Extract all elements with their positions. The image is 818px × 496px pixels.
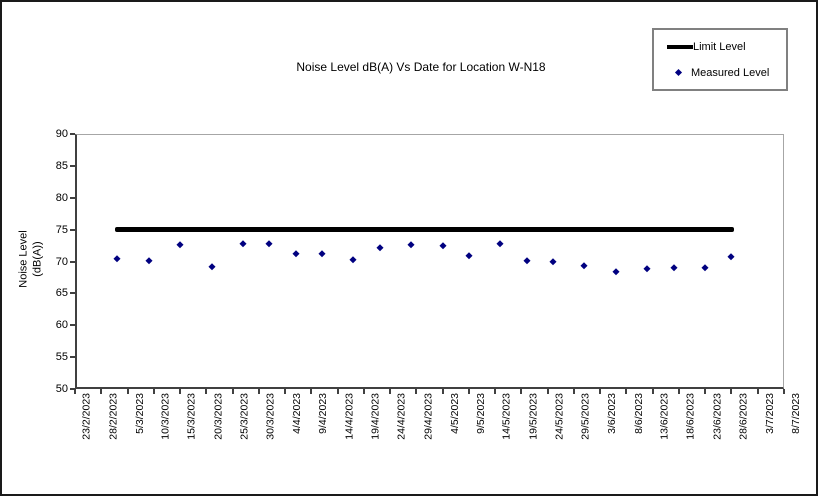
legend-label-limit-level: Limit Level bbox=[693, 40, 746, 53]
legend-item-limit-level: Limit Level bbox=[654, 40, 786, 53]
x-tick-label: 10/3/2023 bbox=[159, 393, 172, 440]
x-tick-label: 18/6/2023 bbox=[684, 393, 697, 440]
y-tick-label: 50 bbox=[55, 383, 68, 395]
x-tick-label: 28/6/2023 bbox=[737, 393, 750, 440]
x-tick-mark bbox=[126, 389, 129, 394]
x-tick-mark bbox=[205, 389, 208, 394]
x-tick-label: 19/4/2023 bbox=[369, 393, 382, 440]
x-tick-label: 14/5/2023 bbox=[501, 393, 514, 440]
x-tick-mark bbox=[284, 389, 287, 394]
x-tick-mark bbox=[152, 389, 155, 394]
x-tick-label: 4/5/2023 bbox=[448, 393, 461, 434]
x-tick-mark bbox=[677, 389, 680, 394]
x-tick-mark bbox=[546, 389, 549, 394]
x-tick-mark bbox=[336, 389, 339, 394]
y-tick-mark bbox=[70, 356, 75, 359]
chart-title: Noise Level dB(A) Vs Date for Location W… bbox=[296, 60, 546, 74]
x-tick-label: 8/7/2023 bbox=[790, 393, 802, 434]
x-tick-label: 4/4/2023 bbox=[291, 393, 304, 434]
x-tick-mark bbox=[756, 389, 759, 394]
legend-item-measured-level: Measured Level bbox=[654, 66, 786, 79]
y-tick-mark bbox=[70, 260, 75, 263]
x-tick-label: 8/6/2023 bbox=[632, 393, 645, 434]
limit-level-line bbox=[115, 227, 735, 233]
x-tick-label: 24/4/2023 bbox=[396, 393, 409, 440]
x-tick-mark bbox=[310, 389, 313, 394]
x-tick-label: 23/6/2023 bbox=[711, 393, 724, 440]
x-tick-label: 5/3/2023 bbox=[133, 393, 146, 434]
x-tick-mark bbox=[441, 389, 444, 394]
x-tick-mark bbox=[730, 389, 733, 394]
legend: Limit Level Measured Level bbox=[652, 28, 788, 91]
x-tick-mark bbox=[467, 389, 470, 394]
y-tick-label: 75 bbox=[55, 223, 68, 236]
x-tick-label: 23/2/2023 bbox=[81, 393, 93, 440]
x-tick-label: 24/5/2023 bbox=[553, 393, 566, 440]
x-tick-label: 3/6/2023 bbox=[606, 393, 619, 434]
x-tick-mark bbox=[494, 389, 497, 394]
x-tick-label: 25/3/2023 bbox=[238, 393, 251, 440]
x-tick-mark bbox=[599, 389, 602, 394]
x-tick-label: 14/4/2023 bbox=[343, 393, 356, 440]
x-tick-label: 28/2/2023 bbox=[107, 393, 120, 440]
x-tick-label: 20/3/2023 bbox=[212, 393, 225, 440]
y-tick-mark bbox=[70, 196, 75, 199]
x-tick-mark bbox=[704, 389, 707, 394]
y-tick-label: 90 bbox=[55, 128, 68, 140]
x-tick-label: 19/5/2023 bbox=[527, 393, 540, 440]
x-tick-mark bbox=[257, 389, 260, 394]
x-tick-mark bbox=[389, 389, 392, 394]
x-tick-label: 9/4/2023 bbox=[317, 393, 330, 434]
x-tick-label: 29/5/2023 bbox=[579, 393, 592, 440]
x-tick-label: 30/3/2023 bbox=[264, 393, 277, 440]
y-tick-label: 55 bbox=[55, 351, 68, 364]
x-tick-label: 29/4/2023 bbox=[422, 393, 435, 440]
y-tick-mark bbox=[70, 388, 75, 390]
limit-level-line-swatch bbox=[667, 44, 693, 49]
x-tick-mark bbox=[415, 389, 418, 394]
y-tick-label: 80 bbox=[55, 191, 68, 204]
x-tick-mark bbox=[520, 389, 523, 394]
y-tick-mark bbox=[70, 324, 75, 327]
x-tick-mark bbox=[100, 389, 103, 394]
x-tick-mark bbox=[572, 389, 575, 394]
x-tick-label: 15/3/2023 bbox=[186, 393, 199, 440]
y-tick-mark bbox=[70, 228, 75, 231]
y-tick-mark bbox=[70, 164, 75, 167]
y-tick-label: 60 bbox=[55, 319, 68, 332]
legend-label-measured-level: Measured Level bbox=[691, 66, 770, 79]
x-tick-label: 9/5/2023 bbox=[474, 393, 487, 434]
x-tick-mark bbox=[783, 389, 785, 394]
y-tick-mark bbox=[70, 292, 75, 295]
x-tick-label: 13/6/2023 bbox=[658, 393, 671, 440]
y-tick-label: 85 bbox=[55, 159, 68, 172]
x-tick-mark bbox=[231, 389, 234, 394]
x-tick-label: 3/7/2023 bbox=[763, 393, 776, 434]
x-tick-mark bbox=[74, 389, 76, 394]
y-tick-label: 70 bbox=[55, 255, 68, 268]
y-tick-mark bbox=[70, 133, 75, 135]
x-tick-mark bbox=[625, 389, 628, 394]
y-tick-label: 65 bbox=[55, 287, 68, 300]
x-tick-mark bbox=[179, 389, 182, 394]
plot-frame bbox=[75, 134, 784, 389]
x-tick-mark bbox=[651, 389, 654, 394]
x-tick-mark bbox=[362, 389, 365, 394]
